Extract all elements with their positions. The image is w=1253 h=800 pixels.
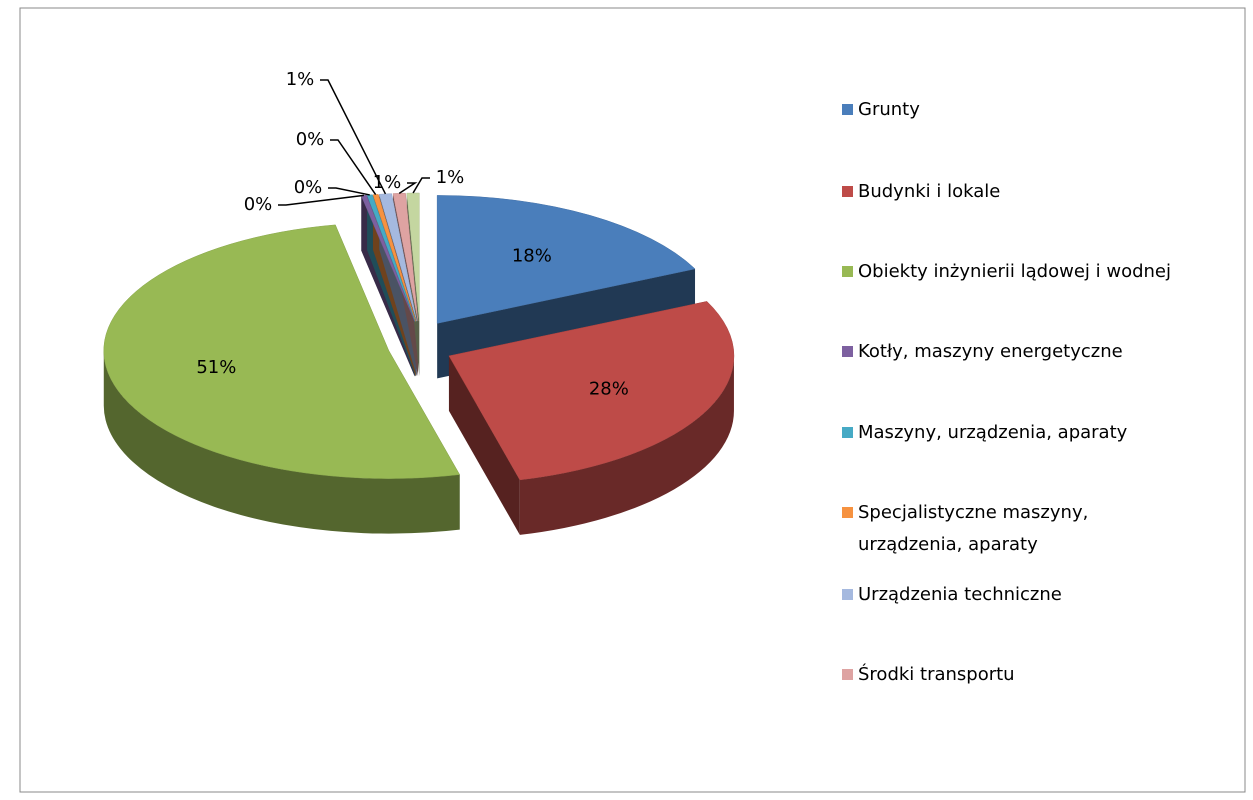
- leader-line: [278, 194, 364, 206]
- legend-item: Grunty: [842, 94, 1253, 126]
- legend-label: Kotły, maszyny energetyczne: [858, 341, 1123, 362]
- legend-swatch: [842, 589, 853, 600]
- chart-frame: [19, 7, 1246, 793]
- data-label: 0%: [296, 129, 325, 150]
- data-label: 28%: [589, 379, 629, 400]
- slice-side: [519, 355, 734, 535]
- slice: [372, 194, 417, 322]
- data-label: 1%: [286, 69, 315, 90]
- legend-label: Urządzenia techniczne: [858, 584, 1062, 605]
- legend-swatch: [842, 104, 853, 115]
- legend-swatch: [842, 427, 853, 438]
- legend-label: Budynki i lokale: [858, 181, 1001, 202]
- slice: [103, 224, 461, 479]
- legend-label: Maszyny, urządzenia, aparaty: [858, 422, 1128, 443]
- data-label: 0%: [294, 177, 323, 198]
- leader-line: [412, 177, 430, 194]
- data-label: 0%: [244, 194, 273, 215]
- legend-label: Obiekty inżynierii lądowej i wodnej: [858, 261, 1171, 282]
- legend-swatch: [842, 507, 853, 518]
- legend-item: Maszyny, urządzenia, aparaty: [842, 417, 1253, 449]
- leader-line: [398, 182, 418, 194]
- slice: [406, 192, 420, 322]
- leader-line: [330, 139, 377, 195]
- legend-label: Grunty: [858, 99, 920, 120]
- slice-cut: [448, 355, 520, 535]
- legend-item: Specjalistyczne maszyny, urządzenia, apa…: [842, 497, 1158, 561]
- data-label: 18%: [512, 245, 552, 266]
- legend-label: Specjalistyczne maszyny, urządzenia, apa…: [858, 502, 1089, 555]
- data-label: 51%: [196, 357, 236, 378]
- data-label: 1%: [373, 172, 402, 193]
- legend-label: Środki transportu: [858, 664, 1015, 685]
- leader-line: [328, 187, 370, 196]
- slice: [448, 301, 735, 481]
- data-label: 1%: [436, 167, 465, 188]
- slice-tops: [103, 192, 735, 481]
- legend-item: Obiekty inżynierii lądowej i wodnej: [842, 256, 1253, 288]
- legend-swatch: [842, 266, 853, 277]
- leader-line: [320, 79, 387, 195]
- slice: [436, 195, 696, 324]
- legend-swatch: [842, 346, 853, 357]
- legend-swatch: [842, 186, 853, 197]
- slice: [378, 193, 417, 322]
- legend-item: Urządzenia techniczne: [842, 579, 1253, 611]
- slice-side: [103, 350, 460, 534]
- legend-item: Budynki i lokale: [842, 176, 1253, 208]
- legend-swatch: [842, 669, 853, 680]
- legend-item: Środki transportu: [842, 659, 1253, 691]
- legend-item: Kotły, maszyny energetyczne: [842, 336, 1253, 368]
